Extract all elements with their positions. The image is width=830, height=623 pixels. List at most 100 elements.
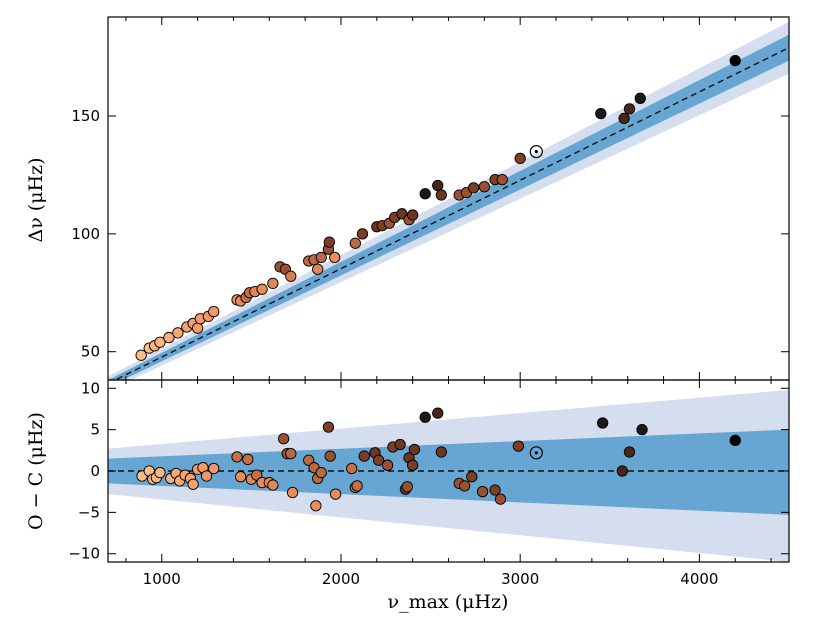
bottom-x-tick-labels: 1000 2000 3000 4000 (143, 570, 719, 588)
data-point (407, 209, 419, 221)
sun-dot (534, 149, 538, 154)
top-ytick-label: 150 (71, 107, 100, 125)
top-x-ticks (125, 17, 772, 380)
data-point (419, 411, 431, 423)
data-point (401, 481, 413, 493)
data-point (285, 270, 297, 282)
data-point (208, 305, 220, 318)
data-point (372, 454, 385, 466)
data-point (187, 478, 199, 490)
bottom-xtick-label: 1000 (143, 570, 181, 588)
data-point (432, 407, 444, 419)
data-point (596, 417, 609, 429)
data-point (234, 471, 247, 483)
data-point (432, 179, 444, 192)
top-sun-symbol (529, 144, 543, 159)
data-point (407, 459, 419, 471)
data-point (267, 479, 279, 491)
data-point (312, 263, 324, 275)
data-point (231, 451, 243, 463)
data-point (623, 103, 636, 115)
bottom-ytick-label: −10 (68, 545, 100, 563)
bottom-y-tick-labels: −10 −5 0 5 10 (68, 379, 100, 562)
data-point (408, 443, 421, 456)
top-y-axis-label: Δν (μHz) (25, 157, 47, 242)
data-point (623, 446, 636, 458)
data-point (458, 480, 471, 492)
data-point (346, 462, 358, 475)
data-point (489, 484, 501, 496)
bottom-y-ticks (108, 387, 789, 555)
data-point (356, 228, 369, 240)
data-point (478, 181, 490, 193)
data-point (634, 92, 646, 104)
bottom-xtick-label: 4000 (680, 570, 718, 588)
data-point (242, 453, 254, 466)
data-point (256, 283, 268, 295)
data-point (277, 433, 290, 445)
data-point (324, 450, 336, 462)
bottom-y-axis-label: O − C (μHz) (25, 412, 47, 530)
data-point (514, 152, 526, 165)
data-point (323, 236, 335, 248)
data-point (466, 471, 478, 483)
bottom-points (136, 407, 741, 512)
data-point (329, 251, 341, 264)
bottom-xtick-label: 3000 (501, 570, 539, 588)
data-point (435, 446, 447, 458)
data-point (349, 237, 361, 249)
data-point (467, 182, 480, 194)
sun-ring (529, 144, 543, 159)
data-point (729, 434, 741, 447)
bottom-ytick-label: 0 (90, 462, 100, 480)
bottom-ytick-label: 10 (81, 379, 100, 397)
top-fit-line (113, 47, 789, 380)
data-point (351, 480, 363, 492)
data-point (154, 336, 166, 348)
data-point (496, 173, 508, 186)
data-point (636, 423, 648, 436)
bottom-inner-band (108, 429, 789, 515)
data-point (135, 349, 147, 361)
data-point (394, 438, 406, 451)
data-point (729, 54, 741, 67)
x-axis-label: ν_max (μHz) (388, 591, 509, 613)
data-point (435, 189, 447, 201)
data-point (191, 322, 204, 334)
data-point (310, 500, 322, 512)
top-points (135, 54, 741, 361)
data-point (329, 488, 342, 500)
data-point (315, 251, 327, 264)
data-point (285, 447, 297, 460)
data-point (476, 486, 489, 498)
data-point (494, 493, 507, 505)
data-point (322, 421, 335, 433)
bottom-x-ticks (125, 380, 772, 562)
top-panel: 50 100 150 Δν (μHz) (25, 16, 790, 381)
data-point (315, 467, 327, 479)
data-point (208, 462, 220, 475)
top-ytick-label: 50 (81, 343, 100, 361)
data-point (267, 277, 279, 290)
top-inner-band (108, 34, 789, 380)
data-point (618, 112, 630, 125)
data-point (595, 107, 607, 120)
data-point (419, 188, 431, 200)
top-ytick-label: 100 (71, 225, 100, 243)
sun-ring (529, 446, 543, 460)
top-y-ticks (108, 115, 789, 353)
data-point (154, 467, 166, 479)
top-outer-band (108, 21, 789, 380)
bottom-sun-symbol (529, 446, 543, 460)
bottom-panel: −10 −5 0 5 10 1000 2000 3000 4000 O − C … (25, 379, 790, 613)
data-point (512, 440, 525, 452)
data-point (286, 486, 299, 499)
sun-dot (534, 451, 538, 455)
data-point (200, 470, 213, 482)
bottom-ytick-label: 5 (90, 421, 100, 439)
data-point (172, 327, 184, 339)
data-point (163, 331, 175, 344)
top-y-tick-labels: 50 100 150 (71, 107, 100, 361)
data-point (616, 465, 628, 477)
